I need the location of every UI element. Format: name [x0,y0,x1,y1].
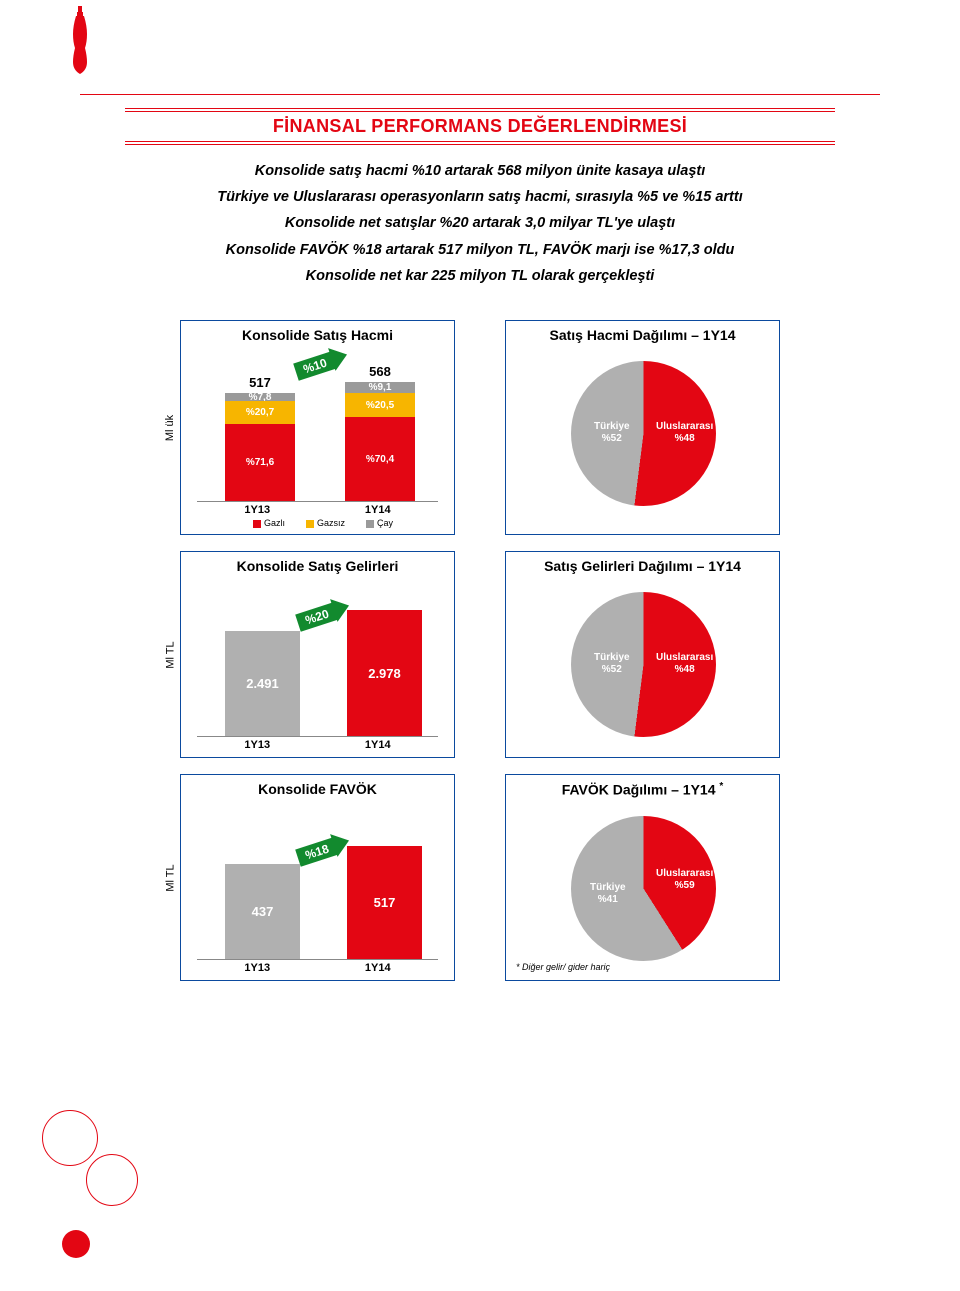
legend: Gazlı Gazsız Çay [181,516,454,534]
x-tick: 1Y13 [197,504,318,516]
legend-item: Gazlı [242,518,285,528]
divider-top [80,94,880,95]
bar: 2.978 [347,610,422,736]
pie-slice-label: Uluslararası%48 [656,421,713,445]
panel-ebitda-pie: FAVÖK Dağılımı – 1Y14 * Türkiye%41 Ulusl… [505,774,780,981]
legend-item: Çay [355,518,393,528]
pie-slice-label: Uluslararası%59 [656,868,713,892]
bar-segment: %20,7 [225,401,295,423]
bar-segment: %7,8 [225,393,295,401]
bar-total-label: 568 [345,364,415,379]
growth-arrow: %10 [293,351,337,380]
bullet-item: Konsolide satış hacmi %10 artarak 568 mi… [135,160,825,183]
bar-value: 517 [374,895,396,910]
chart-title: Satış Gelirleri Dağılımı – 1Y14 [506,552,779,578]
chart-title: Konsolide FAVÖK [181,775,454,801]
page-title: FİNANSAL PERFORMANS DEĞERLENDİRMESİ [125,112,835,141]
bullet-item: Türkiye ve Uluslararası operasyonların s… [135,186,825,209]
bar: 2.491 [225,631,300,736]
chart-row-1: Konsolide Satış Hacmi Ml ük %10 517 %71,… [180,320,780,535]
x-tick: 1Y14 [318,962,439,974]
chart-title: FAVÖK Dağılımı – 1Y14 * [506,775,779,802]
chart-title: Konsolide Satış Gelirleri [181,552,454,578]
chart-title: Konsolide Satış Hacmi [181,321,454,347]
bar-value: 2.491 [246,676,279,691]
pie-slice-label: Uluslararası%48 [656,652,713,676]
y-axis-label: Ml TL [165,864,177,891]
y-axis-label: Ml TL [165,641,177,668]
bar-segment: %9,1 [345,382,415,393]
bar: 437 [225,864,300,959]
pie-slice-label: Türkiye%41 [590,882,626,906]
panel-revenue-pie: Satış Gelirleri Dağılımı – 1Y14 Türkiye%… [505,551,780,758]
chart-row-2: Konsolide Satış Gelirleri Ml TL %20 2.49… [180,551,780,758]
stacked-bar: 517 %71,6%20,7%7,8 [225,393,295,501]
growth-arrow: %20 [295,602,339,631]
chart-row-3: Konsolide FAVÖK Ml TL %18 437 517 1Y13 1… [180,774,780,981]
bar-segment: %71,6 [225,424,295,501]
chart-title: Satış Hacmi Dağılımı – 1Y14 [506,321,779,347]
y-axis-label: Ml ük [164,414,176,440]
bar-value: 2.978 [368,666,401,681]
growth-label: %18 [303,842,330,863]
chart-footnote: * Diğer gelir/ gider hariç [516,962,610,972]
panel-revenue-bars: Konsolide Satış Gelirleri Ml TL %20 2.49… [180,551,455,758]
decorative-circle [86,1154,138,1206]
x-tick: 1Y14 [318,739,439,751]
panel-ebitda-bars: Konsolide FAVÖK Ml TL %18 437 517 1Y13 1… [180,774,455,981]
bar-total-label: 517 [225,375,295,390]
panel-volume-pie: Satış Hacmi Dağılımı – 1Y14 Türkiye%52 U… [505,320,780,535]
decorative-circle [42,1110,98,1166]
bottle-icon [70,6,90,79]
bar-segment: %70,4 [345,417,415,501]
panel-volume-bars: Konsolide Satış Hacmi Ml ük %10 517 %71,… [180,320,455,535]
heading-band: FİNANSAL PERFORMANS DEĞERLENDİRMESİ [125,108,835,145]
bullet-item: Konsolide net kar 225 milyon TL olarak g… [135,265,825,288]
bar-value: 437 [252,904,274,919]
bullet-item: Konsolide FAVÖK %18 artarak 517 milyon T… [135,239,825,262]
growth-label: %10 [301,356,328,377]
growth-arrow: %18 [295,837,339,866]
x-tick: 1Y14 [318,504,439,516]
bullet-list: Konsolide satış hacmi %10 artarak 568 mi… [135,160,825,291]
bar-segment: %20,5 [345,393,415,417]
pie-slice-label: Türkiye%52 [594,652,630,676]
pie-slice-label: Türkiye%52 [594,421,630,445]
x-tick: 1Y13 [197,739,318,751]
stacked-bar: 568 %70,4%20,5%9,1 [345,382,415,501]
bullet-item: Konsolide net satışlar %20 artarak 3,0 m… [135,212,825,235]
bar: 517 [347,846,422,959]
legend-item: Gazsız [295,518,345,528]
x-tick: 1Y13 [197,962,318,974]
decorative-circle [62,1230,90,1258]
growth-label: %20 [303,607,330,628]
charts-zone: Konsolide Satış Hacmi Ml ük %10 517 %71,… [180,320,780,997]
